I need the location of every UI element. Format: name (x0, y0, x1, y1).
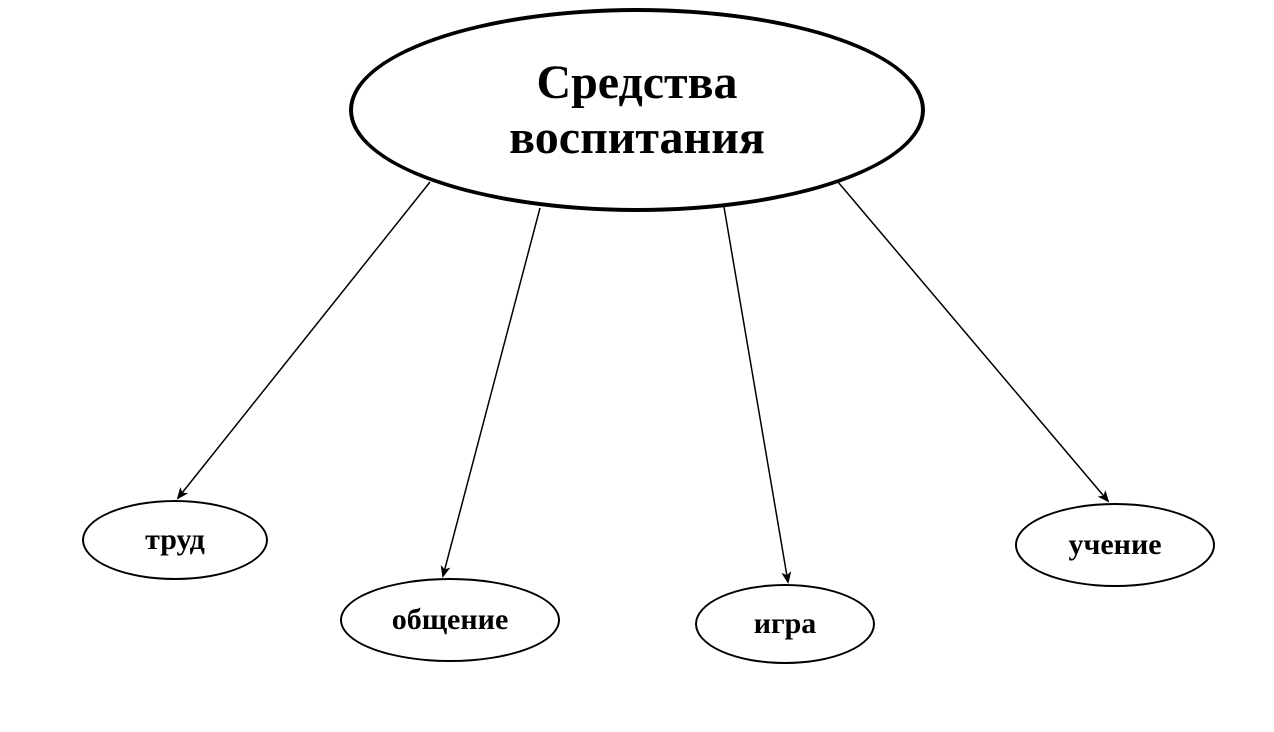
child-node-uchenie: учение (1015, 503, 1215, 587)
child-node-obshchenie: общение (340, 578, 560, 662)
edge-root-trud (178, 182, 430, 498)
child-node-trud: труд (82, 500, 268, 580)
root-label-line1: Средства (509, 55, 765, 110)
child-node-igra: игра (695, 584, 875, 664)
child-label-uchenie: учение (1068, 528, 1161, 562)
child-label-trud: труд (145, 523, 205, 557)
edge-root-uchenie (838, 182, 1108, 501)
diagram-container: Средства воспитания труд общение игра учени… (0, 0, 1274, 732)
edge-root-obshchenie (443, 208, 540, 576)
root-node: Средства воспитания (349, 8, 925, 212)
edge-root-igra (724, 207, 788, 582)
child-label-igra: игра (754, 607, 817, 641)
root-label: Средства воспитания (509, 55, 765, 165)
child-label-obshchenie: общение (392, 603, 509, 637)
root-label-line2: воспитания (509, 110, 765, 165)
